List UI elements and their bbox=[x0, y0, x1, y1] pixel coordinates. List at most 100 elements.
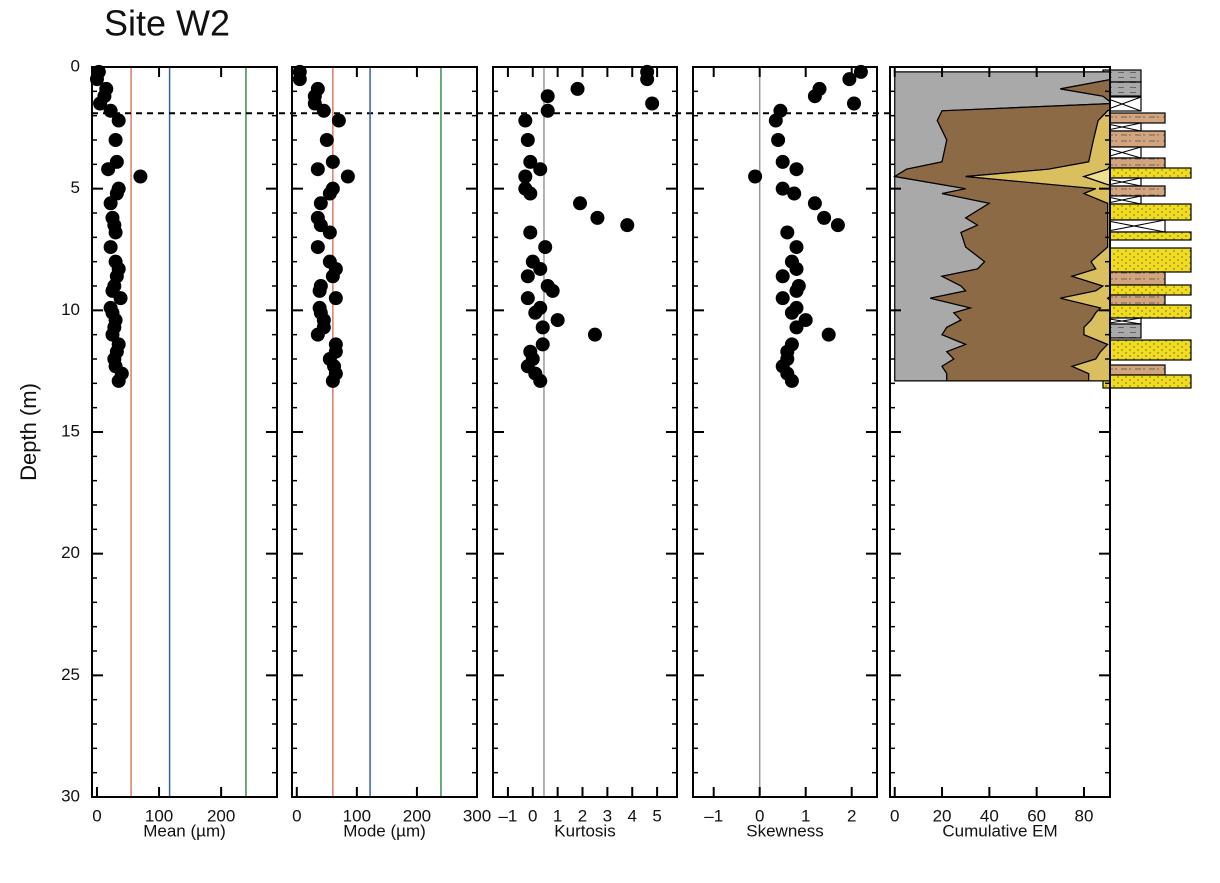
data-point bbox=[780, 225, 795, 240]
data-point bbox=[789, 162, 804, 177]
data-point bbox=[807, 89, 822, 104]
y-tick-label: 15 bbox=[61, 421, 80, 440]
lith-layer bbox=[1102, 339, 1192, 361]
data-point bbox=[292, 72, 307, 87]
data-point bbox=[533, 162, 548, 177]
lith-layer bbox=[1102, 157, 1166, 169]
data-point bbox=[523, 154, 538, 169]
panel-frame bbox=[291, 66, 478, 798]
data-point bbox=[533, 373, 548, 388]
data-point bbox=[310, 162, 325, 177]
data-point bbox=[101, 162, 116, 177]
x-tick-label: 5 bbox=[652, 806, 661, 825]
data-point bbox=[853, 64, 868, 79]
data-point bbox=[620, 218, 635, 233]
y-tick-label: 20 bbox=[61, 543, 80, 562]
x-tick-label: 200 bbox=[207, 806, 235, 825]
x-tick-label: 1 bbox=[801, 806, 810, 825]
lith-layer bbox=[1102, 364, 1166, 376]
x-tick-label: 200 bbox=[403, 806, 431, 825]
data-point bbox=[108, 133, 123, 147]
data-point bbox=[540, 89, 555, 104]
y-tick-label: 0 bbox=[71, 56, 80, 75]
panel: –1 0 1 2 3 4 5 Kurtosis bbox=[492, 64, 678, 840]
data-point bbox=[111, 113, 126, 128]
data-point bbox=[103, 196, 118, 211]
em-area bbox=[1082, 164, 1110, 301]
panel-frame bbox=[91, 66, 278, 798]
data-point bbox=[325, 373, 340, 388]
data-point bbox=[535, 337, 550, 352]
lith-layer bbox=[1102, 130, 1166, 148]
x-tick-label: 0 bbox=[890, 806, 899, 825]
data-point bbox=[523, 225, 538, 240]
data-point bbox=[113, 291, 128, 306]
data-point bbox=[789, 261, 804, 276]
data-point bbox=[89, 72, 104, 87]
data-point bbox=[540, 103, 555, 118]
data-point bbox=[573, 196, 588, 211]
x-axis-label: Cumulative EM bbox=[942, 821, 1057, 840]
data-point bbox=[133, 169, 148, 184]
data-point bbox=[784, 305, 799, 320]
y-tick-label: 30 bbox=[61, 786, 80, 805]
data-point bbox=[587, 327, 602, 342]
data-point bbox=[535, 320, 550, 335]
x-tick-label: 2 bbox=[847, 806, 856, 825]
x-tick-label: 0 bbox=[292, 806, 301, 825]
data-point bbox=[518, 113, 533, 128]
data-point bbox=[775, 291, 790, 306]
data-point bbox=[108, 225, 123, 240]
x-tick-label: 4 bbox=[628, 806, 637, 825]
data-point bbox=[775, 181, 790, 196]
data-point bbox=[570, 81, 585, 96]
data-point bbox=[590, 210, 605, 225]
data-point bbox=[325, 269, 340, 284]
data-point bbox=[775, 269, 790, 284]
lithology-column bbox=[1102, 69, 1192, 389]
x-tick-label: 0 bbox=[92, 806, 101, 825]
data-point bbox=[748, 169, 763, 184]
data-point bbox=[322, 225, 337, 240]
lith-layer bbox=[1102, 203, 1192, 221]
x-tick-label: 2 bbox=[578, 806, 587, 825]
lith-layer bbox=[1102, 185, 1166, 197]
x-tick-label: 1 bbox=[553, 806, 562, 825]
data-point bbox=[103, 240, 118, 255]
x-tick-label: 20 bbox=[933, 806, 952, 825]
data-point bbox=[789, 283, 804, 298]
lith-layer bbox=[1102, 284, 1192, 296]
data-point bbox=[520, 269, 535, 284]
panel: 0 20 40 60 80 Cumulative EM bbox=[889, 66, 1111, 840]
x-tick-label: 0 bbox=[528, 806, 537, 825]
data-point bbox=[310, 327, 325, 342]
x-tick-label: 40 bbox=[980, 806, 999, 825]
data-point bbox=[775, 154, 790, 169]
data-point bbox=[325, 154, 340, 169]
data-point bbox=[520, 291, 535, 306]
data-point bbox=[842, 72, 857, 87]
data-point bbox=[319, 133, 334, 147]
data-point bbox=[784, 373, 799, 388]
lith-layer bbox=[1102, 374, 1192, 389]
x-tick-label: 3 bbox=[603, 806, 612, 825]
data-point bbox=[768, 113, 783, 128]
x-tick-label: 300 bbox=[463, 806, 491, 825]
lith-layer bbox=[1102, 112, 1166, 124]
data-point bbox=[830, 218, 845, 233]
lith-layer bbox=[1102, 294, 1166, 306]
data-point bbox=[340, 169, 355, 184]
data-point bbox=[523, 186, 538, 201]
lith-layer bbox=[1102, 247, 1192, 273]
y-tick-label: 5 bbox=[71, 178, 80, 197]
x-axis-label: Mean (µm) bbox=[143, 821, 226, 840]
data-point bbox=[640, 72, 655, 87]
y-tick-label: 25 bbox=[61, 665, 80, 684]
data-point bbox=[316, 103, 331, 118]
data-point bbox=[821, 327, 836, 342]
data-point bbox=[310, 240, 325, 255]
data-point bbox=[111, 373, 126, 388]
area-group bbox=[893, 71, 1110, 382]
